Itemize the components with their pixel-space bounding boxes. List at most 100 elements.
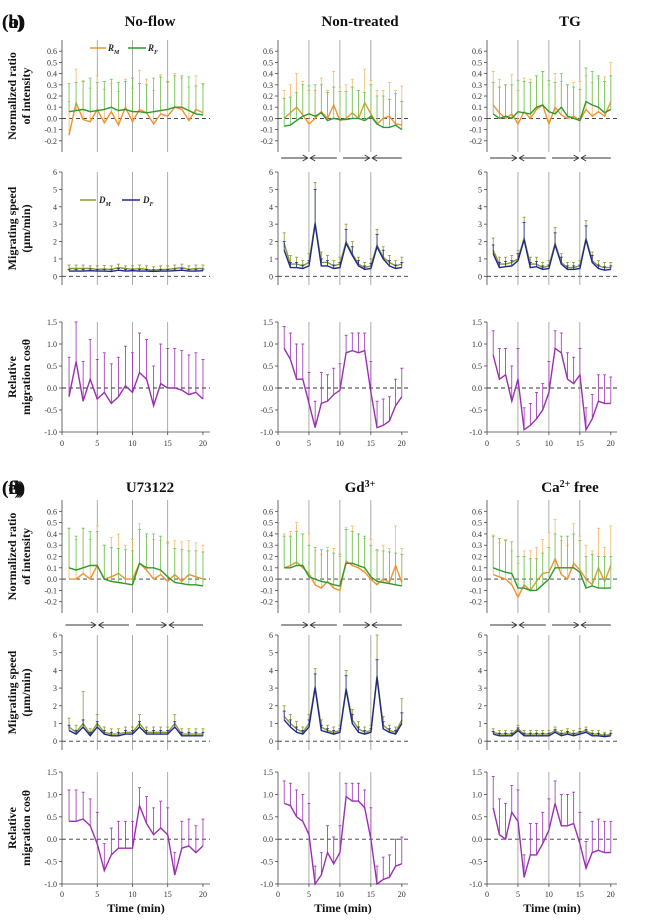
y-tick-label: 0.2: [47, 553, 57, 562]
y-tick-label: 1.5: [47, 318, 57, 327]
y-tick-label: 1: [478, 255, 482, 264]
x-axis: 0 5 10 15 20 Time (min): [276, 883, 408, 915]
flow-arrow-head: [364, 621, 371, 629]
panel-label: (e): [2, 478, 23, 499]
y-tick-label: 0.2: [263, 92, 273, 101]
row-title-ratio-1: Normalized ratio of intensity: [5, 513, 33, 601]
series-line-R_M: [69, 562, 204, 583]
y-tick-label: -1.0: [44, 880, 57, 889]
panel-a: (a) No-flow -0.2 -0.1 0.0 0.1 0.2 0.3 0.4 0.5 0.6 0…: [2, 12, 210, 448]
series-line-R_M: [492, 101, 612, 127]
legend-speed: DM DF: [80, 195, 154, 208]
x-axis-title: Time (min): [314, 901, 371, 915]
y-tick-label: 0.5: [472, 813, 482, 822]
y-tick-label: 0.1: [472, 564, 482, 573]
x-tick-label: 15: [367, 439, 375, 448]
y-tick-label: 6: [53, 631, 57, 640]
flow-arrow-head: [364, 154, 371, 162]
y-tick-label: 0.0: [47, 114, 57, 123]
panel-c: (c) TG -0.2 -0.1 0.0 0.1 0.2 0.3 0.4 0.5 0.6 0 1 2 3 4 5…: [2, 12, 617, 448]
y-tick-label: 0.0: [472, 384, 482, 393]
y-tick-label: -0.5: [469, 858, 482, 867]
y-tick-label: 6: [53, 168, 57, 177]
x-tick-label: 5: [516, 439, 520, 448]
y-tick-label: 6: [269, 168, 273, 177]
y-tick-label: 1.5: [472, 318, 482, 327]
panel-title: Gd3+: [345, 479, 376, 497]
y-tick-label: 0.1: [47, 103, 57, 112]
y-tick-label: 1.5: [472, 768, 482, 777]
y-tick-label: 0.1: [263, 103, 273, 112]
y-tick-label: 3: [53, 220, 57, 229]
y-tick-label: 0.5: [47, 58, 57, 67]
y-tick-label: 0.0: [472, 575, 482, 584]
x-tick-label: 20: [607, 439, 615, 448]
y-tick-label: -1.0: [44, 428, 57, 437]
y-tick-label: 1.5: [263, 318, 273, 327]
x-tick-label: 15: [576, 890, 584, 899]
panel-e: (e) Gd3+ -0.2 -0.1 0.0 0.1 0.2 0.3 0.4 0.5 0.6 0 1 2 3…: [2, 478, 408, 915]
x-tick-label: 20: [199, 439, 207, 448]
y-tick-label: -0.1: [260, 126, 273, 135]
series-line-R_F: [68, 562, 204, 587]
y-tick-label: -0.5: [260, 406, 273, 415]
y-tick-label: 0.6: [47, 507, 57, 516]
y-tick-label: 0.6: [47, 47, 57, 56]
x-axis: 0 5 10 15 20: [485, 431, 617, 448]
series-line-R_M: [492, 557, 612, 599]
row-title-cos-0-line: Relative: [5, 355, 19, 398]
y-tick-label: -1.0: [469, 880, 482, 889]
y-tick-label: 5: [269, 649, 273, 658]
y-tick-label: 1: [269, 255, 273, 264]
panel-title-tail: free: [570, 480, 599, 496]
legend-label-D_F: DF: [142, 195, 154, 208]
panel-title-text: Gd: [345, 480, 366, 496]
y-tick-label: 0: [53, 272, 57, 281]
flow-arrow-head: [518, 154, 525, 162]
y-tick-label: 6: [269, 631, 273, 640]
x-tick-label: 15: [576, 439, 584, 448]
x-tick-label: 5: [307, 439, 311, 448]
y-tick-label: 0.2: [47, 92, 57, 101]
y-tick-label: -0.5: [260, 858, 273, 867]
cos-subplot: -1.0 -0.5 0.0 0.5 1.0 1.5: [469, 318, 617, 437]
y-tick-label: 0.4: [47, 70, 57, 79]
legend-subscript: F: [150, 202, 154, 208]
legend-subscript: F: [154, 50, 158, 56]
x-tick-label: 0: [60, 890, 64, 899]
x-axis-title: Time (min): [523, 901, 580, 915]
row-title-cos-1-line: migration cosθ: [19, 790, 33, 866]
y-tick-label: 2: [478, 702, 482, 711]
y-tick-label: -0.2: [44, 598, 57, 607]
flow-arrow-head: [161, 621, 168, 629]
series-line-D_F: [68, 725, 203, 737]
ratio-subplot: -0.2 -0.1 0.0 0.1 0.2 0.3 0.4 0.5 0.6: [260, 500, 408, 613]
x-tick-label: 15: [164, 439, 172, 448]
y-tick-label: 0.2: [472, 92, 482, 101]
y-tick-label: 0.5: [47, 519, 57, 528]
y-tick-label: 0.0: [263, 114, 273, 123]
series-line-R_F: [68, 106, 204, 116]
flow-arrow-head: [168, 621, 175, 629]
series-line-D_F: [69, 269, 204, 273]
flow-direction-arrows: [281, 154, 402, 162]
legend-subscript: M: [113, 50, 120, 56]
flow-direction-arrows: [490, 154, 611, 162]
legend-subscript: M: [105, 202, 112, 208]
x-tick-label: 10: [545, 890, 553, 899]
x-tick-label: 0: [485, 890, 489, 899]
ratio-subplot: -0.2 -0.1 0.0 0.1 0.2 0.3 0.4 0.5 0.6: [44, 500, 210, 613]
speed-subplot: 0 1 2 3 4 5 6: [478, 168, 617, 285]
legend-label-R_F: RF: [147, 43, 158, 56]
flow-arrow-head: [518, 621, 525, 629]
y-tick-label: 6: [478, 168, 482, 177]
y-tick-label: -0.1: [44, 126, 57, 135]
row-title-ratio-0: Normalized ratio of intensity: [5, 52, 33, 140]
series-line-D_F: [283, 224, 402, 271]
flow-arrow-head: [573, 154, 580, 162]
y-tick-label: 2: [53, 702, 57, 711]
ratio-subplot: -0.2 -0.1 0.0 0.1 0.2 0.3 0.4 0.5 0.6: [260, 40, 408, 152]
series-line-cos: [492, 347, 611, 433]
legend-symbol: D: [98, 195, 106, 205]
